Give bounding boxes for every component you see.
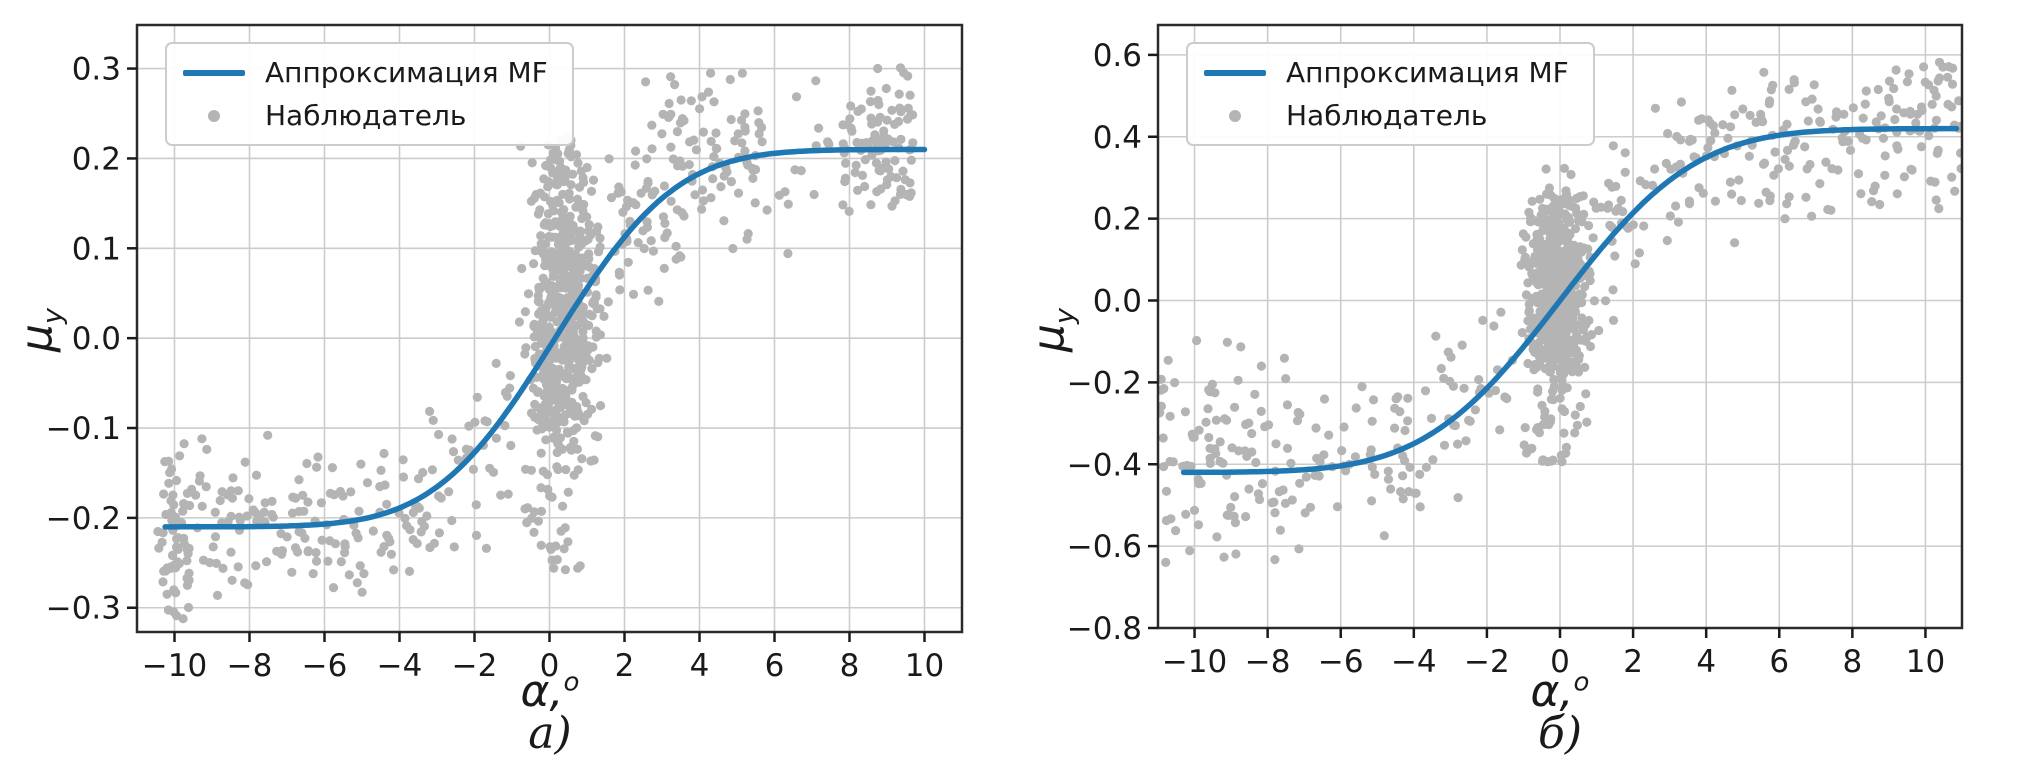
tick-labels: −10 −8 −6 −4 −2 0 2 4 6 8 10 −0.8 −0.6 −0.4 −0.2 0.0 0.2…	[1067, 38, 1945, 680]
x-tick-label: 10	[1906, 644, 1945, 680]
y-tick-label: 0.0	[72, 321, 121, 357]
legend-entry-approximation: Аппроксимация MF	[183, 56, 548, 89]
x-tick-label: 6	[765, 648, 785, 684]
ticks	[1148, 53, 1927, 638]
x-tick-label: −2	[1464, 644, 1510, 680]
x-tick-label: −10	[1162, 644, 1227, 680]
y-tick-label: 0.6	[1093, 38, 1142, 74]
x-tick-label: 4	[690, 648, 710, 684]
y-axis-label: μy	[11, 308, 69, 352]
x-tick-label: 2	[615, 648, 635, 684]
legend-label: Наблюдатель	[265, 99, 467, 132]
x-tick-label: −10	[142, 648, 207, 684]
y-tick-label: 0.4	[1093, 120, 1142, 156]
y-tick-label: −0.2	[1067, 365, 1142, 401]
x-tick-label: −6	[1318, 644, 1364, 680]
y-tick-label: 0.0	[1093, 284, 1142, 320]
panel-a-caption: а)	[528, 708, 572, 759]
legend-line-swatch	[183, 69, 245, 76]
x-tick-label: 4	[1696, 644, 1716, 680]
x-tick-label: −8	[1245, 644, 1291, 680]
x-tick-label: 8	[1842, 644, 1862, 680]
legend-label: Аппроксимация MF	[1286, 56, 1569, 89]
approximation-curve	[1180, 125, 1960, 476]
x-tick-label: 0	[1550, 644, 1570, 680]
x-tick-label: −2	[452, 648, 498, 684]
y-tick-label: −0.4	[1067, 447, 1142, 483]
x-tick-label: −8	[227, 648, 273, 684]
x-tick-label: 2	[1623, 644, 1643, 680]
y-tick-label: −0.1	[46, 411, 121, 447]
legend-label: Аппроксимация MF	[265, 56, 548, 89]
approximation-curve	[162, 146, 928, 530]
legend: Аппроксимация MF Наблюдатель	[165, 42, 574, 146]
y-tick-label: −0.2	[46, 501, 121, 537]
x-axis-label: α,o	[1530, 666, 1590, 717]
y-tick-label: 0.2	[1093, 202, 1142, 238]
panel-a-plot: −10 −8 −6 −4 −2 0 2 4 6 8 10 −0.3 −0.2 −0.1 0.0 0.1 0.2 0…	[46, 23, 964, 684]
y-axis-label: μy	[1023, 308, 1081, 352]
x-tick-label: 10	[905, 648, 944, 684]
tick-labels: −10 −8 −6 −4 −2 0 2 4 6 8 10 −0.3 −0.2 −0.1 0.0 0.1 0.2 0…	[46, 52, 945, 684]
y-tick-label: −0.3	[46, 591, 121, 627]
x-tick-label: −4	[377, 648, 423, 684]
y-tick-label: 0.2	[72, 141, 121, 177]
legend-entry-observer: Наблюдатель	[183, 99, 548, 132]
x-tick-label: −4	[1391, 644, 1437, 680]
legend-dot-swatch	[183, 109, 245, 122]
x-tick-label: 0	[540, 648, 560, 684]
y-tick-label: 0.1	[72, 231, 121, 267]
x-tick-label: 8	[840, 648, 860, 684]
legend: Аппроксимация MF Наблюдатель	[1186, 42, 1595, 146]
ticks	[127, 67, 926, 642]
legend-line-swatch	[1204, 69, 1266, 76]
legend-dot-swatch	[1204, 109, 1266, 122]
x-axis-label: α,o	[520, 666, 580, 717]
legend-entry-observer: Наблюдатель	[1204, 99, 1569, 132]
observer-scatter	[153, 63, 918, 624]
y-tick-label: −0.6	[1067, 529, 1142, 565]
y-tick-label: 0.3	[72, 52, 121, 88]
legend-entry-approximation: Аппроксимация MF	[1204, 56, 1569, 89]
panel-b-plot: −10 −8 −6 −4 −2 0 2 4 6 8 10 −0.8 −0.6 −0.4 −0.2 0.0 0.2…	[1067, 23, 1964, 680]
y-tick-label: −0.8	[1067, 611, 1142, 647]
panel-b-caption: б)	[1537, 708, 1583, 759]
x-tick-label: 6	[1769, 644, 1789, 680]
legend-label: Наблюдатель	[1286, 99, 1488, 132]
x-tick-label: −6	[302, 648, 348, 684]
